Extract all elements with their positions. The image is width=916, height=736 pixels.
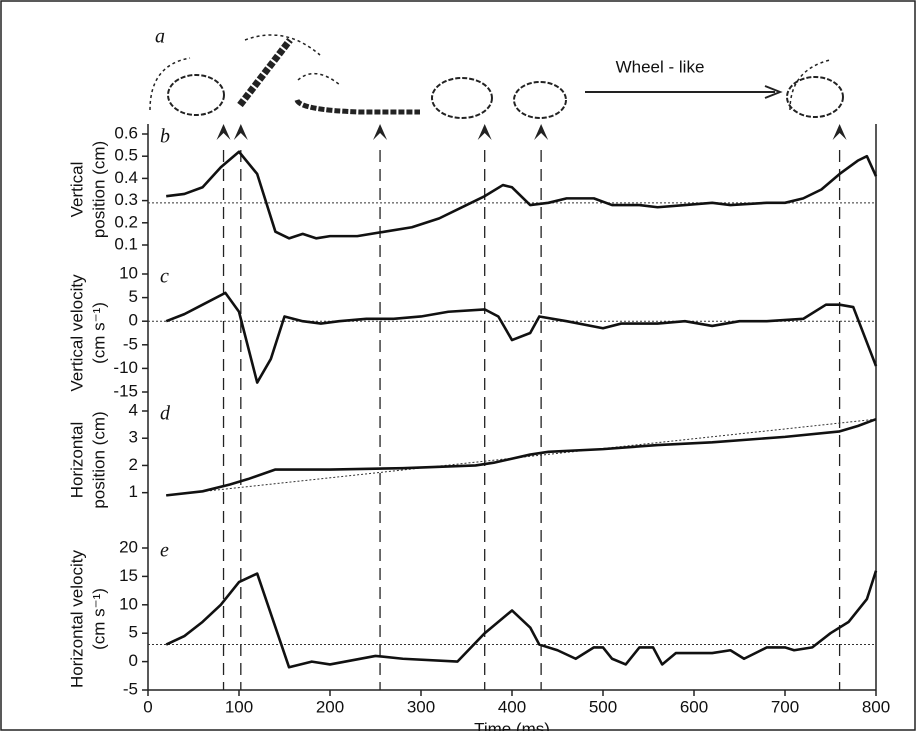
x-tick-label: 400 (498, 697, 526, 716)
x-tick-label: 800 (862, 697, 890, 716)
x-tick-label: 700 (771, 697, 799, 716)
y-tick-label: -5 (123, 334, 138, 353)
y-tick-label: 0.2 (114, 212, 138, 231)
x-tick-label: 100 (225, 697, 253, 716)
caption: Wheel - like (616, 57, 705, 76)
y-tick-label: 0.5 (114, 146, 138, 165)
y-tick-label: 5 (129, 287, 138, 306)
panel-label: d (160, 403, 171, 425)
data-line (165, 570, 878, 669)
y-tick-label: 0 (129, 311, 138, 330)
y-tick-label: 10 (119, 263, 138, 282)
panel-label: e (160, 540, 169, 562)
y-tick-label: -10 (113, 358, 138, 377)
event-arrow (832, 124, 847, 140)
y-tick-label: 1 (129, 482, 138, 501)
y-tick-label: 3 (129, 428, 138, 447)
x-tick-label: 500 (589, 697, 617, 716)
y-axis-label: Vertical velocity (67, 274, 86, 392)
x-tick-label: 300 (407, 697, 435, 716)
panel-label: a (155, 26, 165, 48)
illustration (149, 34, 844, 119)
event-arrow (233, 124, 248, 140)
y-tick-label: -15 (113, 381, 138, 400)
y-tick-label: -5 (123, 679, 138, 698)
event-arrow (477, 124, 492, 140)
x-tick-label: 200 (316, 697, 344, 716)
x-tick-label: 600 (680, 697, 708, 716)
y-axis-label: (cm s⁻¹) (89, 302, 108, 364)
y-tick-label: 0.1 (114, 234, 138, 253)
y-tick-label: 10 (119, 594, 138, 613)
y-tick-label: 5 (129, 623, 138, 642)
y-axis-label: Horizontal (67, 422, 86, 499)
panel-label: c (160, 266, 169, 288)
event-arrow (216, 124, 231, 140)
data-line (165, 291, 878, 384)
y-axis-label: Vertical (67, 162, 86, 218)
event-arrow (373, 124, 388, 140)
y-axis-label: Horizontal velocity (67, 550, 86, 688)
y-tick-label: 0 (129, 651, 138, 670)
data-line (166, 150, 878, 240)
y-axis-label: position (cm) (89, 411, 108, 508)
y-tick-label: 20 (119, 537, 138, 556)
data-line (166, 417, 877, 497)
y-axis-label: position (cm) (89, 141, 108, 238)
panel-label: b (160, 126, 170, 148)
y-tick-label: 0.3 (114, 190, 138, 209)
y-axis-label: (cm s⁻¹) (89, 588, 108, 650)
y-tick-label: 15 (119, 566, 138, 585)
y-tick-label: 4 (129, 400, 138, 419)
y-tick-label: 2 (129, 455, 138, 474)
y-tick-label: 0.4 (114, 168, 138, 187)
y-tick-label: 0.6 (114, 123, 138, 142)
x-axis-label: Time (ms) (474, 719, 550, 731)
x-tick-label: 0 (143, 697, 152, 716)
event-arrow (534, 124, 549, 140)
